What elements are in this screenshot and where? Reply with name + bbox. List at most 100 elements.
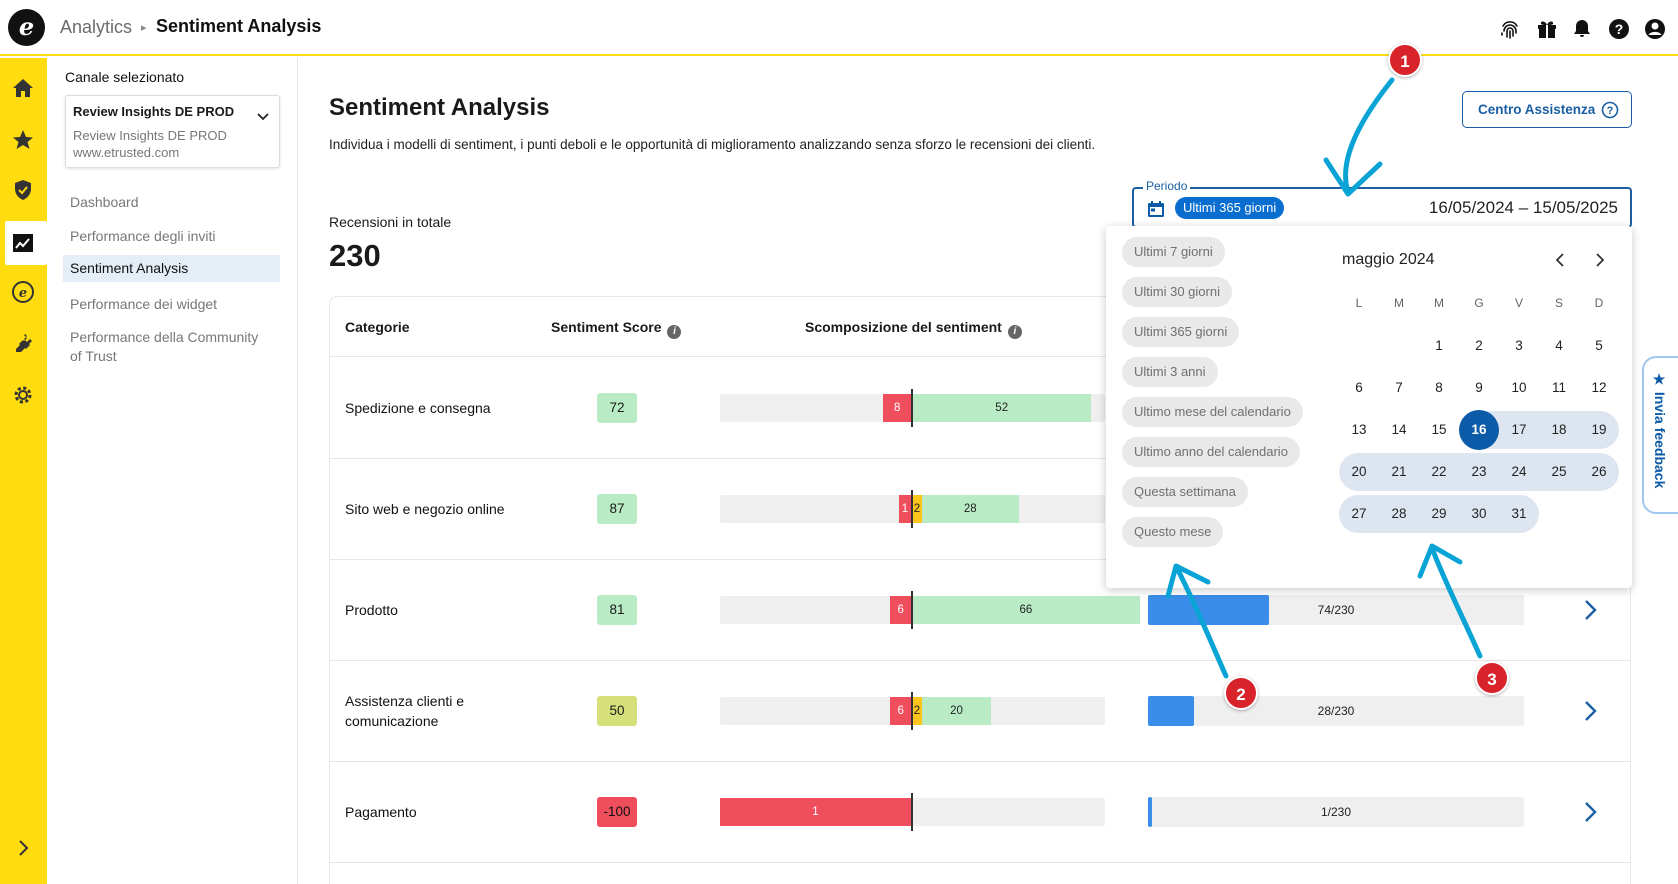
header-categories: Categorie (345, 319, 410, 335)
etrusted-icon[interactable]: e (11, 280, 35, 304)
gear-icon[interactable] (11, 383, 35, 407)
calendar-day[interactable]: 25 (1551, 464, 1567, 479)
calendar-day[interactable]: 27 (1351, 506, 1367, 521)
account-icon[interactable] (1643, 17, 1667, 41)
gift-icon[interactable] (1535, 17, 1559, 41)
calendar-day[interactable]: 9 (1475, 380, 1483, 395)
breadcrumb-parent[interactable]: Analytics (60, 17, 133, 37)
calendar-day[interactable]: 29 (1431, 506, 1447, 521)
fingerprint-icon[interactable] (1498, 17, 1522, 41)
calendar-day[interactable]: 12 (1591, 380, 1607, 395)
period-preset[interactable]: Questo mese (1122, 517, 1224, 547)
chevron-left-icon[interactable] (1550, 250, 1570, 270)
calendar-day[interactable]: 15 (1431, 422, 1447, 437)
period-preset[interactable]: Ultimo anno del calendario (1122, 437, 1300, 467)
period-label: Periodo (1143, 179, 1191, 193)
calendar-day[interactable]: 8 (1435, 380, 1443, 395)
period-preset[interactable]: Ultimi 3 anni (1122, 357, 1218, 387)
category-label: Sito web e negozio online (345, 500, 505, 517)
weekday-label: D (1594, 296, 1604, 310)
calendar-day[interactable]: 14 (1391, 422, 1407, 437)
chevron-right-icon[interactable] (1590, 250, 1610, 270)
analytics-icon[interactable] (11, 231, 35, 255)
chevron-right-icon[interactable] (11, 836, 35, 860)
calendar-day[interactable]: 18 (1551, 422, 1567, 437)
calendar-icon (1148, 201, 1164, 217)
calendar-day[interactable]: 17 (1511, 422, 1527, 437)
period-preset[interactable]: Ultimo mese del calendario (1122, 397, 1303, 427)
plug-icon[interactable] (11, 331, 35, 355)
svg-text:e: e (19, 286, 27, 301)
calendar-day[interactable]: 22 (1431, 464, 1447, 479)
help-center-label: Centro Assistenza (1478, 102, 1596, 117)
star-icon[interactable] (11, 128, 35, 152)
calendar-day[interactable]: 10 (1511, 380, 1527, 395)
nav-dashboard[interactable]: Dashboard (70, 194, 139, 210)
row-divider (330, 862, 1630, 863)
calendar-day[interactable]: 28 (1391, 506, 1407, 521)
channel-selector[interactable]: Review Insights DE PROD Review Insights … (65, 95, 280, 168)
period-preset[interactable]: Ultimi 365 giorni (1122, 317, 1240, 347)
calendar-day[interactable]: 24 (1511, 464, 1527, 479)
calendar-day[interactable]: 6 (1355, 380, 1363, 395)
bell-icon[interactable] (1570, 17, 1594, 41)
nav-performance-widget[interactable]: Performance dei widget (70, 296, 218, 312)
annotation-badge-2: 2 (1224, 676, 1258, 710)
header-score-label: Sentiment Score (551, 319, 662, 335)
calendar-day[interactable]: 4 (1555, 338, 1563, 353)
period-range: 16/05/2024 – 15/05/2025 (1428, 198, 1618, 217)
top-bar: e Analytics ▸ Sentiment Analysis ? (0, 0, 1678, 56)
calendar-day[interactable]: 13 (1351, 422, 1367, 437)
calendar-day[interactable]: 19 (1591, 422, 1607, 437)
nav-community-of-trust[interactable]: Performance della Community of Trust (70, 329, 259, 364)
breadcrumb-current: Sentiment Analysis (156, 16, 322, 36)
calendar-day[interactable]: 26 (1591, 464, 1607, 479)
svg-text:?: ? (1607, 105, 1614, 117)
calendar-day[interactable]: 1 (1435, 338, 1443, 353)
weekday-label: L (1355, 296, 1363, 310)
volume-label: 1/230 (1320, 804, 1352, 819)
info-icon[interactable]: i (1007, 325, 1022, 339)
header-sentiment-score: Sentiment Score i (551, 319, 682, 339)
zero-axis-line (911, 691, 913, 730)
period-chip[interactable]: Ultimi 365 giorni (1175, 197, 1285, 219)
sub-navigation: Canale selezionato Review Insights DE PR… (47, 58, 298, 884)
calendar-day-selected[interactable]: 16 (1459, 410, 1499, 450)
volume-bar: 28/230 (1148, 695, 1524, 726)
period-preset[interactable]: Ultimi 7 giorni (1122, 237, 1225, 267)
row-divider (330, 458, 1630, 459)
shield-icon[interactable] (11, 178, 35, 202)
home-icon[interactable] (11, 76, 35, 100)
channel-name: Review Insights DE PROD (73, 104, 235, 119)
nav-sentiment-analysis[interactable]: Sentiment Analysis (63, 255, 280, 282)
volume-bar: 1/230 (1148, 796, 1524, 827)
period-preset[interactable]: Ultimi 30 giorni (1122, 277, 1232, 307)
feedback-tab[interactable] (1642, 356, 1678, 514)
weekday-label: G (1474, 296, 1484, 310)
info-icon[interactable]: i (667, 325, 682, 339)
zero-axis-line (911, 388, 913, 427)
question-circle-icon: ? (1601, 101, 1619, 119)
calendar-day[interactable]: 3 (1515, 338, 1523, 353)
calendar-day[interactable]: 30 (1471, 506, 1487, 521)
etrusted-logo[interactable]: e (8, 9, 45, 46)
chevron-right-icon[interactable] (1580, 699, 1600, 723)
calendar-day[interactable]: 2 (1475, 338, 1483, 353)
period-field[interactable]: Ultimi 365 giorni 16/05/2024 – 15/05/202… (1132, 187, 1632, 228)
calendar-day[interactable]: 21 (1391, 464, 1407, 479)
help-center-button[interactable]: Centro Assistenza ? (1462, 91, 1632, 128)
calendar-day[interactable]: 23 (1471, 464, 1487, 479)
chevron-right-icon[interactable] (1580, 598, 1600, 622)
nav-performance-inviti[interactable]: Performance degli inviti (70, 228, 216, 244)
calendar-day[interactable]: 11 (1551, 380, 1566, 395)
calendar-day[interactable]: 7 (1395, 380, 1403, 395)
help-icon[interactable]: ? (1607, 17, 1631, 41)
chevron-right-icon[interactable] (1580, 800, 1600, 824)
calendar-day[interactable]: 5 (1595, 338, 1603, 353)
selected-range-band (1339, 453, 1619, 491)
calendar-day[interactable]: 31 (1511, 506, 1527, 521)
period-preset[interactable]: Questa settimana (1122, 477, 1248, 507)
feedback-label[interactable]: ★ Invia feedback (1652, 372, 1668, 489)
calendar-day[interactable]: 20 (1351, 464, 1367, 479)
sentiment-score-badge: -100 (597, 796, 637, 827)
